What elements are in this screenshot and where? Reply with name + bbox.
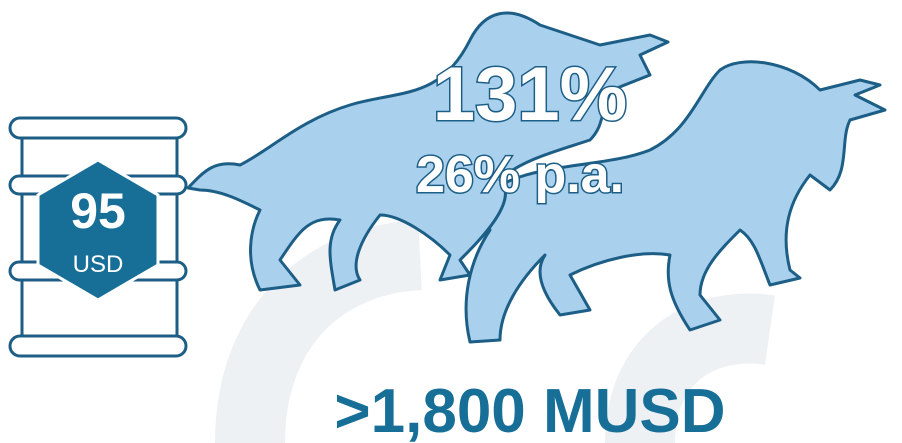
infographic: 95 USD 131% 26% p.a. >1,800 MUSD [0,0,902,443]
oil-barrel: 95 USD [10,118,186,356]
barrel-band [10,336,186,356]
footer-figure: >1,800 MUSD [334,377,725,443]
barrel-band [10,118,186,138]
price-value: 95 [70,183,126,239]
total-return: 131% [433,52,627,137]
price-unit: USD [73,251,124,278]
page: 95 USD 131% 26% p.a. >1,800 MUSD (() => … [0,0,902,443]
annual-return: 26% p.a. [416,146,624,204]
